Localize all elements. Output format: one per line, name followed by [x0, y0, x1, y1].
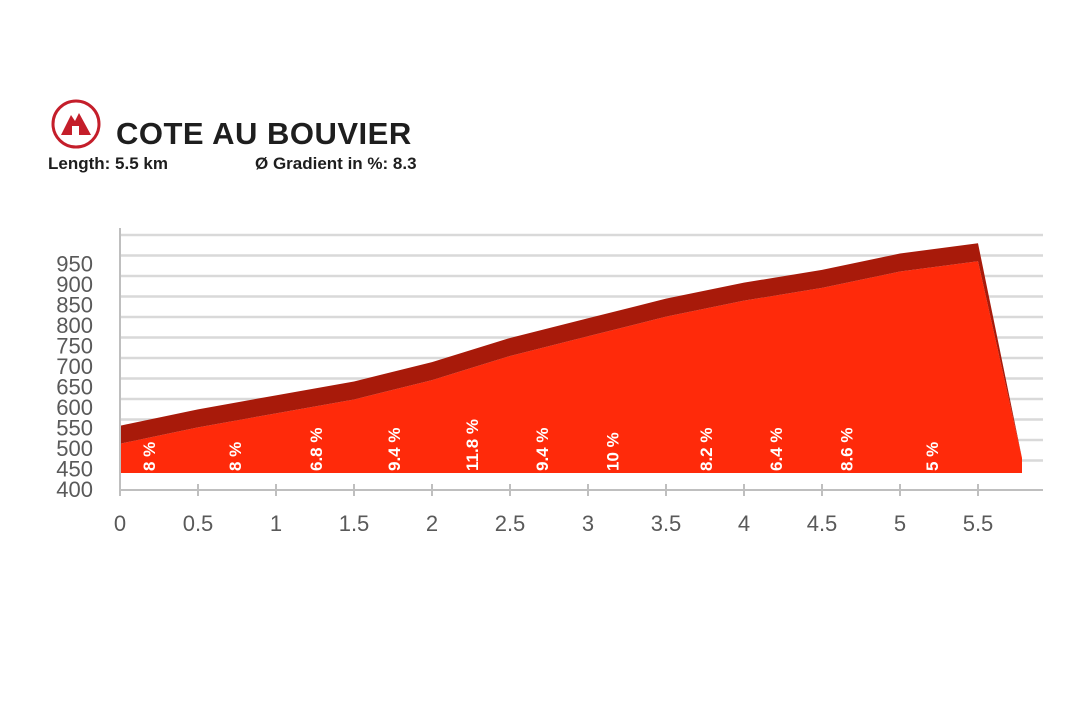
x-tick-label: 4.5: [807, 511, 838, 536]
gradient-label: 9.4 %: [533, 428, 552, 471]
y-tick-label: 400: [56, 477, 93, 502]
x-tick-label: 3: [582, 511, 594, 536]
y-tick-label: 800: [56, 313, 93, 338]
x-tick-label: 2: [426, 511, 438, 536]
x-tick-label: 5: [894, 511, 906, 536]
y-tick-label: 550: [56, 416, 93, 441]
elevation-fill: [120, 261, 1022, 473]
mountain-climb-icon: [51, 99, 101, 149]
y-tick-label: 900: [56, 272, 93, 297]
climb-header: COTE AU BOUVIER Length: 5.5 km Ø Gradien…: [46, 98, 646, 178]
gradient-label: 8 %: [140, 442, 159, 471]
x-tick-label: 3.5: [651, 511, 682, 536]
y-tick-label: 600: [56, 395, 93, 420]
elevation-top-band: [120, 243, 1022, 458]
length-stat: Length: 5.5 km: [48, 154, 168, 173]
x-tick-label: 2.5: [495, 511, 526, 536]
x-tick-label: 0.5: [183, 511, 214, 536]
y-tick-label: 450: [56, 457, 93, 482]
x-tick-label: 1: [270, 511, 282, 536]
elevation-area: [120, 243, 1022, 473]
x-tick-label: 0: [114, 511, 126, 536]
y-tick-label: 700: [56, 354, 93, 379]
gradient-label: 11.8 %: [463, 419, 482, 471]
gradient-label: 6.4 %: [767, 428, 786, 471]
x-tick-label: 5.5: [963, 511, 994, 536]
gradient-label: 6.8 %: [307, 428, 326, 471]
gradient-label: 8 %: [226, 442, 245, 471]
average-gradient-stat: Ø Gradient in %: 8.3: [255, 154, 417, 173]
x-axis-ticks: 0 0.5 1 1.5 2 2.5 3 3.5 4 4.5 5 5.5: [114, 511, 993, 536]
gradient-label: 5 %: [923, 442, 942, 471]
y-tick-label: 750: [56, 334, 93, 359]
gradient-label: 9.4 %: [385, 428, 404, 471]
x-tick-label: 1.5: [339, 511, 370, 536]
x-tick-label: 4: [738, 511, 750, 536]
climb-title: COTE AU BOUVIER: [116, 116, 412, 151]
gradient-label: 10 %: [603, 432, 622, 471]
gradient-label: 8.2 %: [697, 428, 716, 471]
axes: [119, 228, 1043, 496]
y-tick-label: 950: [56, 252, 93, 277]
gradient-labels: 8 % 8 % 6.8 % 9.4 % 11.8 % 9.4 % 10 % 8.2 % 6.4 …: [140, 419, 942, 471]
gradient-label: 8.6 %: [837, 428, 856, 471]
y-tick-label: 500: [56, 436, 93, 461]
y-tick-label: 650: [56, 375, 93, 400]
y-tick-label: 850: [56, 293, 93, 318]
